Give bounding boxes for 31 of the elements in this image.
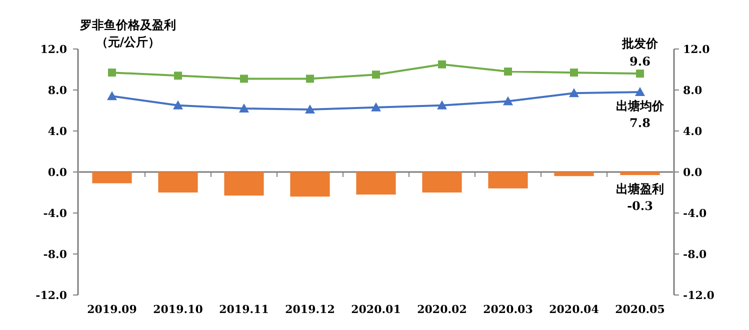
y-tick-label: 0.0 (48, 166, 68, 179)
x-tick-label: 2020.01 (351, 303, 401, 316)
y2-tick-label: 8.0 (683, 84, 702, 97)
y2-tick-label: 12.0 (683, 43, 710, 56)
y2-tick-label: 4.0 (683, 125, 702, 138)
x-tick-label: 2020.03 (483, 303, 533, 316)
series-label: 出塘均价 (616, 99, 665, 114)
chart-title: 罗非鱼价格及盈利 (79, 18, 176, 32)
x-tick-label: 2019.12 (285, 303, 335, 316)
series-label: 出塘盈利 (616, 182, 664, 196)
x-tick-label: 2019.11 (219, 303, 269, 316)
x-tick-label: 2020.02 (417, 303, 467, 316)
y-tick-label: 4.0 (48, 125, 68, 138)
y-tick-label: -4.0 (43, 207, 68, 220)
x-tick-label: 2019.09 (87, 303, 137, 316)
x-tick-label: 2020.04 (549, 303, 600, 316)
y2-tick-label: -8.0 (683, 248, 708, 261)
y-tick-label: -12.0 (36, 289, 68, 302)
y2-tick-label: -12.0 (683, 289, 715, 302)
x-tick-label: 2020.05 (615, 303, 665, 316)
data-label: -0.3 (627, 199, 653, 214)
y-tick-label: 8.0 (48, 84, 68, 97)
y-tick-label: -8.0 (43, 248, 68, 261)
y-tick-label: 12.0 (40, 43, 68, 56)
y2-tick-label: 0.0 (683, 166, 702, 179)
data-label: 7.8 (630, 116, 650, 130)
x-tick-label: 2019.10 (153, 303, 204, 316)
y2-tick-label: -4.0 (683, 207, 708, 220)
data-label: 9.6 (630, 54, 650, 69)
series-label: 批发价 (621, 36, 659, 51)
y-axis-title: （元/公斤） (96, 35, 160, 49)
